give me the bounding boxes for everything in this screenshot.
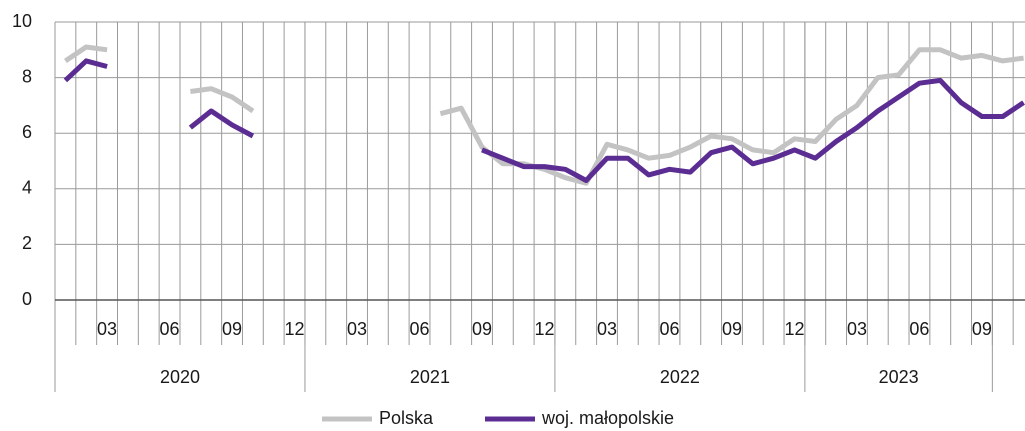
y-tick-label: 10 <box>12 11 32 31</box>
x-tick-label: 12 <box>285 319 305 339</box>
x-tick-label: 03 <box>347 319 367 339</box>
grid <box>54 21 1025 392</box>
series-line <box>63 58 108 83</box>
x-tick-label: 06 <box>909 319 929 339</box>
legend-label: woj. małopolskie <box>541 408 674 428</box>
y-tick-label: 2 <box>22 233 32 253</box>
lines <box>63 44 1025 186</box>
series-line <box>64 44 108 63</box>
series-line <box>439 47 1024 186</box>
x-tick-label: 12 <box>534 319 554 339</box>
year-label: 2020 <box>160 367 200 387</box>
x-tick-label: 06 <box>160 319 180 339</box>
y-tick-label: 6 <box>22 122 32 142</box>
x-tick-label: 09 <box>722 319 742 339</box>
x-tick-label: 09 <box>222 319 242 339</box>
x-tick-label: 03 <box>597 319 617 339</box>
series-line <box>481 77 1025 183</box>
x-tick-label: 03 <box>97 319 117 339</box>
x-tick-label: 06 <box>659 319 679 339</box>
y-tick-label: 8 <box>22 66 32 86</box>
labels: 0 2 4 6 8 10 03 06 09 12 03 06 09 12 03 06 09 12 03 06 09 202… <box>12 11 992 428</box>
y-tick-label: 0 <box>22 289 32 309</box>
x-tick-label: 12 <box>784 319 804 339</box>
x-tick-label: 06 <box>410 319 430 339</box>
x-tick-label: 03 <box>847 319 867 339</box>
year-label: 2023 <box>879 367 919 387</box>
y-tick-label: 4 <box>22 178 32 198</box>
year-label: 2021 <box>410 367 450 387</box>
series-line <box>190 86 255 114</box>
year-label: 2022 <box>660 367 700 387</box>
legend-label: Polska <box>379 408 434 428</box>
series-line <box>188 108 255 139</box>
x-tick-label: 09 <box>972 319 992 339</box>
x-tick-label: 09 <box>472 319 492 339</box>
